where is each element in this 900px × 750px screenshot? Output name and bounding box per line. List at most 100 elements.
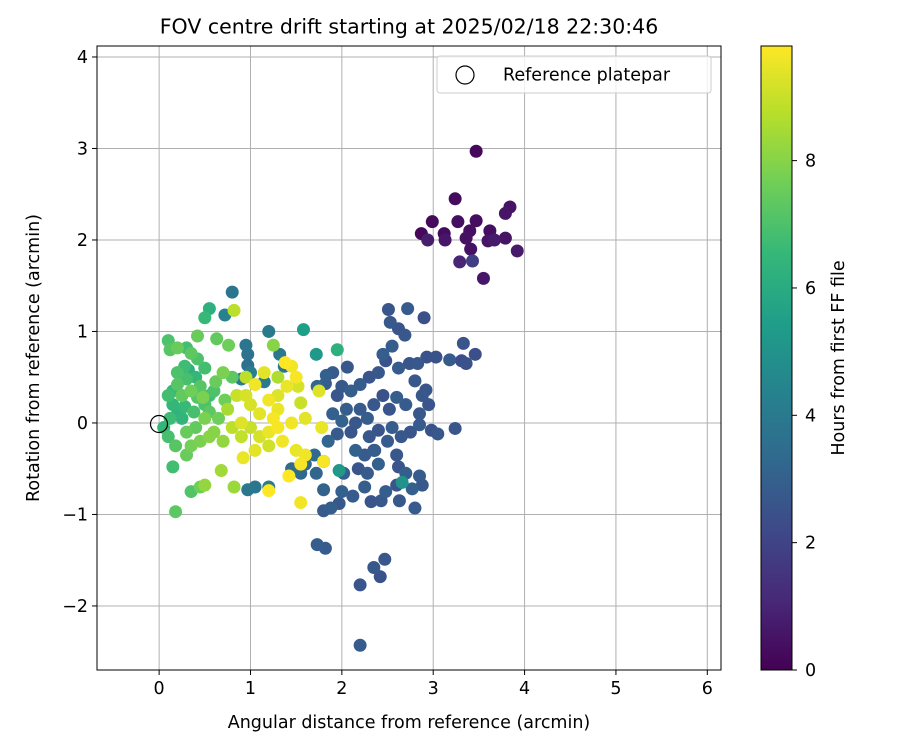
data-point [209,375,223,389]
data-point [459,356,473,370]
data-point [469,144,483,158]
reference-point-marker [149,414,169,434]
data-point [346,489,360,503]
data-point [340,360,354,374]
data-point [170,341,184,355]
data-point [330,427,344,441]
data-point [262,324,276,338]
data-point [413,407,427,421]
data-point [298,411,312,425]
data-point [175,411,189,425]
data-point [421,233,435,247]
data-point [408,374,422,388]
data-point [381,434,395,448]
x-tick-label: 3 [428,679,439,699]
y-tick-label: −1 [62,505,88,525]
data-point [221,402,235,416]
y-tick-label: −2 [62,597,88,617]
data-point [353,402,367,416]
data-point [405,482,419,496]
x-tick-label: 0 [154,679,165,699]
data-point [394,430,408,444]
data-point [373,570,387,584]
data-point [266,338,280,352]
y-axis-label: Rotation from reference (arcmin) [24,214,44,502]
data-point [241,483,255,497]
colorbar-ticks: 0 2 4 6 8 [792,152,816,681]
data-point [234,430,248,444]
data-point [278,356,292,370]
data-point [415,389,429,403]
data-point [234,416,248,430]
legend: Reference platepar [436,55,712,94]
data-point [332,464,346,478]
data-point [344,384,358,398]
y-tick-label: 4 [77,48,88,68]
data-point [169,439,183,453]
data-point [349,443,363,457]
data-point [202,430,216,444]
data-point [368,443,382,457]
data-points [157,144,524,652]
data-point [317,454,331,468]
colorbar-tick-label: 8 [805,152,816,172]
data-point [309,347,323,361]
data-point [390,448,404,462]
x-tick-label: 5 [610,679,621,699]
data-point [353,378,367,392]
data-point [198,311,212,325]
data-point [307,448,321,462]
data-point [294,457,308,471]
data-point [230,389,244,403]
data-point [443,353,457,367]
data-point [294,396,308,410]
data-point [225,285,239,299]
data-point [390,390,404,404]
data-point [271,370,285,384]
data-point [266,411,280,425]
y-axis-ticks: −2 −1 0 1 2 3 4 [62,48,97,617]
data-point [353,638,367,652]
data-point [222,338,236,352]
data-point [438,233,452,247]
x-tick-label: 2 [336,679,347,699]
data-point [353,578,367,592]
data-point [510,244,524,258]
data-point [399,398,413,412]
x-tick-label: 4 [519,679,530,699]
data-point [275,434,289,448]
data-point [319,368,333,382]
data-point [420,350,434,364]
data-point [324,501,338,515]
data-point [381,303,395,317]
data-point [227,480,241,494]
data-point [448,192,462,206]
data-point [398,328,412,342]
data-point [239,370,253,384]
data-point [296,323,310,337]
data-point [378,552,392,566]
data-point [184,384,198,398]
data-point [184,346,198,360]
data-point [326,407,340,421]
data-point [498,206,512,220]
data-point [198,361,212,375]
data-point [468,347,482,361]
data-point [382,402,396,416]
data-point [376,347,390,361]
data-point [362,430,376,444]
data-point [239,338,253,352]
data-point [417,311,431,325]
data-point [379,485,393,499]
data-point [210,332,224,346]
data-point [170,378,184,392]
data-point [469,214,483,228]
data-point [371,366,385,380]
data-point [236,451,250,465]
colorbar-tick-label: 6 [805,279,816,299]
data-point [161,389,175,403]
data-point [367,561,381,575]
x-tick-label: 6 [702,679,713,699]
data-point [282,469,296,483]
